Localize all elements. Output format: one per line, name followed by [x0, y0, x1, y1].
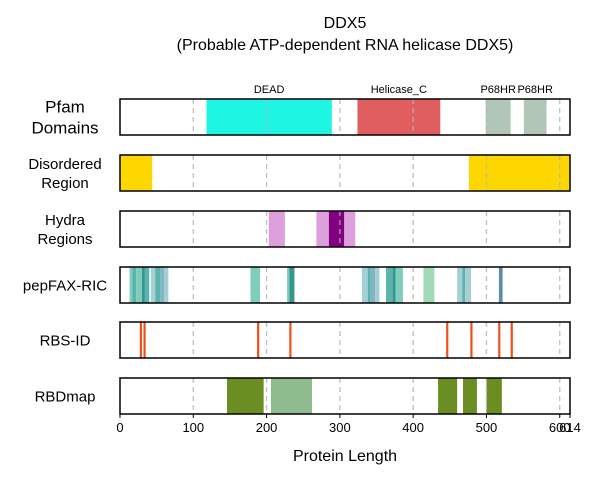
domain-pepfax-ric-16 [386, 267, 393, 303]
x-tick-label-500: 500 [476, 420, 498, 435]
domain-pepfax-ric-9 [250, 267, 260, 303]
domain-pepfax-ric-3 [141, 267, 145, 303]
x-axis-label: Protein Length [293, 448, 397, 465]
domain-pepfax-ric-18 [395, 267, 403, 303]
x-tick-label-300: 300 [329, 420, 351, 435]
track-frame-pepfax-ric [119, 266, 571, 304]
domain-rbdmap-4 [486, 378, 502, 414]
domain-rbs-id-7 [510, 322, 513, 358]
domain-pepfax-ric-12 [361, 267, 368, 303]
domain-pfam-domains-1 [357, 99, 441, 135]
domain-rbdmap-1 [270, 378, 313, 414]
domain-pepfax-ric-6 [155, 267, 161, 303]
track-label-rbs-id: RBS-ID [40, 332, 91, 349]
domain-pepfax-ric-17 [392, 267, 396, 303]
x-tick-label-614: 614 [559, 420, 581, 435]
domain-pepfax-ric-2 [136, 267, 142, 303]
domain-pepfax-ric-23 [498, 267, 503, 303]
x-tick-label-400: 400 [402, 420, 424, 435]
x-tick-label-0: 0 [116, 420, 123, 435]
domain-hydra-regions-2 [328, 211, 345, 247]
track-label-disordered-region: Disordered [28, 156, 101, 173]
domain-pfam-domains-3 [523, 99, 547, 135]
domain-hydra-regions-1 [316, 211, 329, 247]
domain-pepfax-ric-7 [160, 267, 164, 303]
domain-disordered-region-0 [120, 155, 153, 191]
track-label-hydra-regions: Regions [37, 231, 92, 248]
domain-pepfax-ric-1 [132, 267, 137, 303]
domain-hydra-regions-3 [344, 211, 356, 247]
track-label-hydra-regions: Hydra [45, 212, 86, 229]
domain-rbs-id-0 [139, 322, 142, 358]
domain-rbs-id-6 [498, 322, 501, 358]
domain-rbdmap-2 [438, 378, 458, 414]
domain-rbs-id-4 [446, 322, 449, 358]
domain-rbs-id-2 [257, 322, 260, 358]
domain-pepfax-ric-14 [370, 267, 376, 303]
chart-subtitle: (Probable ATP-dependent RNA helicase DDX… [177, 37, 514, 54]
track-disordered-region: Disordered Region [28, 154, 571, 192]
track-frame-rbdmap [119, 377, 571, 415]
domain-pfam-domains-2 [485, 99, 511, 135]
domain-pepfax-ric-20 [457, 267, 463, 303]
domain-pepfax-ric-5 [150, 267, 156, 303]
track-hydra-regions: Hydra Regions [37, 210, 571, 248]
domain-name-helicase-c: Helicase_C [371, 84, 427, 96]
domain-pfam-domains-0 [206, 99, 332, 135]
domain-pepfax-ric-19 [423, 267, 435, 303]
track-frame-disordered-region [119, 154, 571, 192]
x-tick-label-200: 200 [256, 420, 278, 435]
chart-title: DDX5 [324, 15, 367, 32]
track-pepfax-ric: pepFAX-RIC [23, 266, 571, 304]
domain-pepfax-ric-4 [144, 267, 150, 303]
domain-name-p68hr: P68HR [517, 84, 553, 96]
track-frame-pfam-domains [119, 98, 571, 136]
track-pfam-domains: Pfam Domains DEAD Helicase_C P68HR P68HR [31, 84, 571, 137]
track-rbs-id: RBS-ID [40, 321, 571, 359]
domain-name-dead: DEAD [254, 84, 285, 96]
track-label-pfam-domains: Domains [31, 118, 98, 137]
tracks-group: Pfam Domains DEAD Helicase_C P68HR P68HR Disor… [23, 84, 571, 415]
domain-pepfax-ric-8 [163, 267, 169, 303]
domain-pepfax-ric-11 [289, 267, 295, 303]
x-tick-label-100: 100 [182, 420, 204, 435]
track-label-pfam-domains: Pfam [45, 97, 85, 116]
domain-rbs-id-1 [143, 322, 146, 358]
domain-pepfax-ric-15 [375, 267, 380, 303]
domain-disordered-region-1 [468, 155, 570, 191]
track-label-disordered-region: Region [41, 175, 89, 192]
domain-rbdmap-3 [462, 378, 477, 414]
track-rbdmap: RBDmap [35, 377, 571, 415]
x-tick-label-600: 600 [549, 420, 571, 435]
track-label-pepfax-ric: pepFAX-RIC [23, 277, 107, 294]
domain-pepfax-ric-0 [129, 267, 133, 303]
domain-rbs-id-3 [289, 322, 292, 358]
domain-rbs-id-5 [470, 322, 473, 358]
track-frame-rbs-id [119, 321, 571, 359]
track-label-rbdmap: RBDmap [35, 388, 96, 405]
domain-rbdmap-0 [227, 378, 264, 414]
domain-name-p68hr: P68HR [480, 84, 516, 96]
domain-hydra-regions-0 [268, 211, 285, 247]
track-frame-hydra-regions [119, 210, 571, 248]
domain-pepfax-ric-13 [367, 267, 371, 303]
domain-pepfax-ric-21 [462, 267, 466, 303]
domain-pepfax-ric-22 [465, 267, 472, 303]
domain-pepfax-ric-10 [287, 267, 290, 303]
